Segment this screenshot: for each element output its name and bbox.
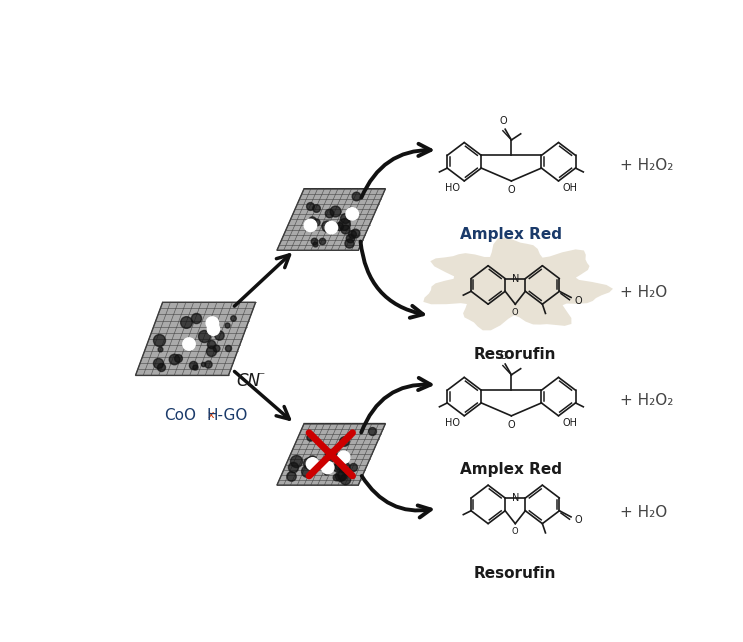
Text: O: O	[507, 185, 515, 195]
Text: O: O	[500, 351, 507, 361]
Circle shape	[325, 221, 337, 234]
Text: ⁻: ⁻	[257, 370, 265, 385]
Text: O: O	[575, 515, 583, 525]
Text: N: N	[512, 493, 519, 503]
Text: x: x	[208, 410, 215, 421]
Text: Amplex Red: Amplex Red	[461, 227, 562, 242]
Text: + H₂O: + H₂O	[620, 505, 667, 519]
Text: O: O	[512, 308, 519, 317]
Text: HO: HO	[445, 184, 461, 193]
Circle shape	[206, 317, 218, 329]
Text: O: O	[500, 116, 507, 126]
Circle shape	[304, 219, 317, 232]
Text: N: N	[512, 273, 519, 284]
Text: + H₂O: + H₂O	[620, 285, 667, 300]
Circle shape	[337, 451, 350, 464]
Text: OH: OH	[562, 184, 577, 193]
Circle shape	[306, 458, 319, 470]
Text: CN: CN	[236, 372, 260, 390]
Text: O: O	[512, 528, 519, 537]
Polygon shape	[277, 189, 386, 250]
Text: O: O	[507, 420, 515, 429]
Circle shape	[183, 338, 195, 350]
Text: HO: HO	[445, 418, 461, 428]
Text: O: O	[575, 295, 583, 306]
Circle shape	[346, 208, 358, 220]
Text: CoO: CoO	[164, 408, 196, 423]
Text: H-GO: H-GO	[207, 408, 248, 423]
Text: Resorufin: Resorufin	[474, 347, 557, 361]
Text: + H₂O₂: + H₂O₂	[620, 393, 673, 408]
Polygon shape	[135, 302, 256, 376]
Text: Resorufin: Resorufin	[474, 566, 557, 581]
Polygon shape	[424, 238, 613, 331]
Polygon shape	[277, 424, 386, 485]
Text: OH: OH	[562, 418, 577, 428]
Text: Amplex Red: Amplex Red	[461, 462, 562, 477]
Text: + H₂O₂: + H₂O₂	[620, 158, 673, 173]
Circle shape	[322, 462, 334, 474]
Circle shape	[207, 323, 220, 335]
